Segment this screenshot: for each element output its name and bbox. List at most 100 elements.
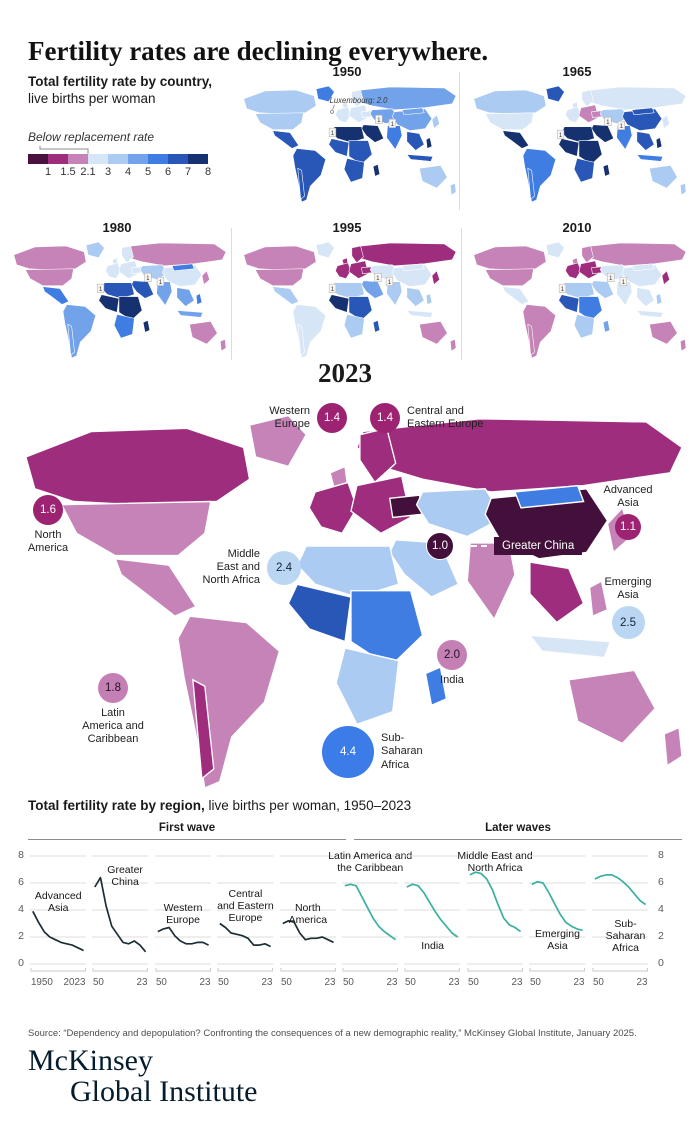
mckinsey-logo: McKinsey Global Institute xyxy=(28,1045,257,1108)
svg-text:50: 50 xyxy=(218,977,229,988)
region-indonesia xyxy=(636,310,664,318)
region-eastafrica xyxy=(578,140,603,165)
world-map-graphic: 1 1 1 xyxy=(13,241,227,359)
group-header-later-waves: Later waves xyxy=(354,822,682,840)
mini-chart-plot: 50 23 xyxy=(92,850,148,988)
map-marker-label: 1 xyxy=(376,276,379,282)
region-canada xyxy=(473,89,547,115)
map-year-label: 2010 xyxy=(562,220,592,235)
region-southamerica xyxy=(177,615,281,790)
world-map-graphic xyxy=(25,414,683,790)
scale-tick: 1.5 xyxy=(60,165,76,178)
region-westafrica xyxy=(287,583,352,643)
legend-subtitle-regular: live births per woman xyxy=(28,90,156,106)
svg-text:2023: 2023 xyxy=(64,977,86,988)
badge-middle-east-north-africa-value: 2.4 xyxy=(267,550,301,585)
svg-text:50: 50 xyxy=(593,977,604,988)
region-europe_w xyxy=(565,106,582,124)
map-year-label: 1965 xyxy=(562,64,592,79)
region-greenland xyxy=(545,241,565,259)
region-philippines xyxy=(425,137,433,149)
scale-segment-1 xyxy=(48,153,68,164)
mini-chart-label: Emerging Asia xyxy=(534,928,580,953)
badge-central-eastern-europe-value: 1.4 xyxy=(370,403,400,433)
region-japan xyxy=(431,114,440,130)
source-text: Source: “Dependency and depopulation? Co… xyxy=(28,1028,637,1039)
region-india xyxy=(616,125,633,151)
region-eastafrica xyxy=(118,296,143,321)
map-marker-box xyxy=(144,272,152,282)
badge-india-value: 2.0 xyxy=(437,640,467,670)
world-map-graphic: 1 1 1 xyxy=(473,85,687,203)
region-europe_w xyxy=(105,262,122,280)
region-canada xyxy=(243,245,317,271)
badge-advanced-asia: Advanced Asia 1.1 xyxy=(592,484,664,541)
world-map-1995: 1 1 1 xyxy=(236,239,458,363)
page-title: Fertility rates are declining everywhere… xyxy=(28,36,489,67)
region-scandinavia xyxy=(351,245,364,264)
mini-chart-plot: 1950 2023 xyxy=(30,850,86,988)
svg-text:50: 50 xyxy=(530,977,541,988)
world-map-2010: 1 1 1 xyxy=(466,239,688,363)
region-greenland xyxy=(545,85,565,103)
region-southernafrica xyxy=(343,158,365,183)
mini-chart-plot: 50 23 xyxy=(280,850,336,988)
map-2010: 2010 1 1 1 xyxy=(466,220,688,363)
scale-segment-8 xyxy=(188,153,208,164)
region-mexico xyxy=(114,557,197,617)
map-marker-box xyxy=(375,114,383,124)
mini-chart-western-europe: 50 23 Western Europe xyxy=(155,850,211,995)
scale-segment-4 xyxy=(108,153,128,164)
region-madagascar xyxy=(142,319,151,333)
region-newzealand xyxy=(679,182,687,196)
region-southamerica xyxy=(292,148,327,203)
scale-segment-3 xyxy=(88,153,108,164)
y-axis-tick: 0 xyxy=(18,957,24,969)
region-eastafrica xyxy=(578,296,603,321)
replacement-bracket xyxy=(39,145,89,154)
map-1980: 1980 1 1 1 xyxy=(6,220,228,363)
region-westafrica xyxy=(558,294,580,313)
badge-emerging-asia: Emerging Asia 2.5 xyxy=(592,576,664,640)
region-chile xyxy=(527,167,535,200)
region-newzealand xyxy=(449,338,457,352)
mini-chart-plot: 50 23 xyxy=(529,850,585,988)
region-greenland xyxy=(248,414,308,468)
scale-tick: 7 xyxy=(184,165,192,178)
region-madagascar xyxy=(602,163,611,177)
region-charts-title-bold: Total fertility rate by region, xyxy=(28,798,205,813)
map-marker-box xyxy=(556,129,565,139)
map-marker-label: 1 xyxy=(606,120,609,126)
svg-text:23: 23 xyxy=(636,977,647,988)
world-map-graphic: 1 1 1 xyxy=(473,241,687,359)
badge-india-label: India xyxy=(440,674,464,686)
region-japan xyxy=(661,270,670,286)
region-china xyxy=(392,108,433,131)
mini-chart-plot: 50 23 xyxy=(217,850,273,988)
region-canada xyxy=(473,245,547,271)
region-australia xyxy=(419,165,448,189)
region-australia xyxy=(189,321,218,345)
mini-chart-label: Latin America and the Caribbean xyxy=(328,850,413,875)
region-mongolia xyxy=(631,263,655,272)
region-mongolia xyxy=(171,263,195,272)
region-russia xyxy=(580,86,687,111)
scale-tick: 2.1 xyxy=(80,165,96,178)
mini-chart-plot: 50 23 xyxy=(342,850,398,988)
badge-advanced-asia-value: 1.1 xyxy=(615,514,641,541)
region-usa xyxy=(254,268,304,286)
map-marker-box xyxy=(328,127,337,137)
svg-text:23: 23 xyxy=(324,977,335,988)
mini-chart-india: 50 23 India xyxy=(404,850,460,995)
region-newzealand xyxy=(219,338,227,352)
badge-greater-china-label: Greater China xyxy=(494,537,583,555)
map-marker-label: 1 xyxy=(146,276,149,282)
map-divider xyxy=(231,228,232,360)
region-charts-title-regular: live births per woman, 1950–2023 xyxy=(204,798,412,813)
group-header-first-wave: First wave xyxy=(28,822,346,840)
region-usa xyxy=(254,112,304,130)
region-australia xyxy=(419,321,448,345)
world-map-1950: 1 1 1 Luxembourg: 2.0 xyxy=(236,83,458,207)
region-westafrica xyxy=(98,294,120,313)
region-europe_e xyxy=(578,260,599,280)
